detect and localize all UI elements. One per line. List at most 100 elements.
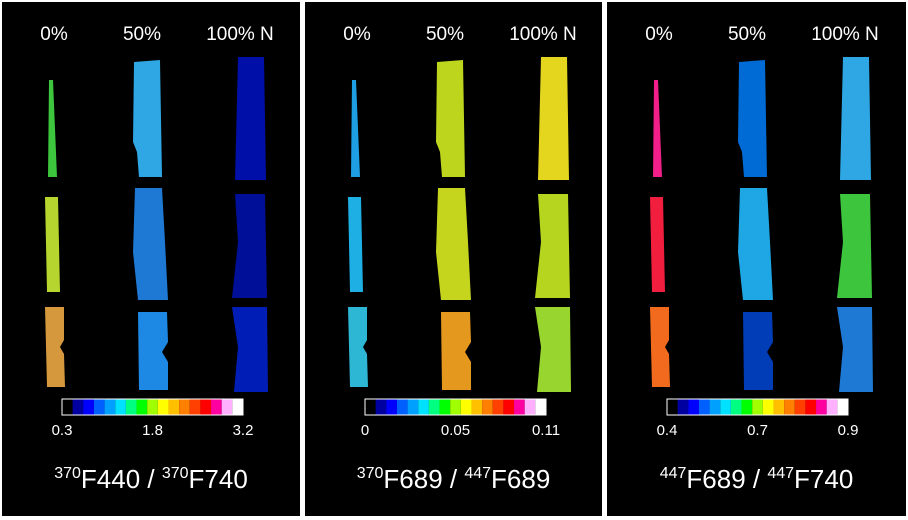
- leaf-image: [348, 197, 363, 292]
- column-label: 50%: [728, 24, 766, 45]
- leaf-image: [837, 194, 872, 298]
- title-superscript: 447: [660, 465, 687, 482]
- colorbar-swatch: [365, 399, 376, 415]
- colorbar-frame: [61, 398, 244, 416]
- colorbar-swatch: [752, 399, 763, 415]
- leaf-image: [650, 197, 665, 292]
- colorbar-swatch: [773, 399, 785, 415]
- colorbar-swatch: [720, 399, 731, 415]
- colorbar-swatch: [503, 399, 515, 415]
- colorbar-swatch: [816, 399, 827, 415]
- leaf-image: [351, 80, 360, 177]
- colorbar-swatch: [125, 399, 137, 415]
- title-text: F740: [794, 464, 853, 494]
- colorbar-tick-label: 0.4: [657, 422, 678, 439]
- colorbar-swatch: [83, 399, 94, 415]
- colorbar-swatch: [471, 399, 483, 415]
- panel: 0% 50% 100% N 0 0.05 0.11 370F689 / 447F689: [305, 2, 602, 516]
- leaf-image: [348, 307, 368, 387]
- colorbar-swatch: [730, 399, 742, 415]
- colorbar-tick-label: 0.3: [52, 422, 73, 439]
- title-text: F689: [491, 464, 550, 494]
- colorbar-swatch: [211, 399, 222, 415]
- colorbar-swatch: [667, 399, 678, 415]
- colorbar-swatch: [805, 399, 817, 415]
- column-label: 0%: [343, 24, 371, 45]
- colorbar-swatch: [418, 399, 429, 415]
- leaf-image: [535, 307, 571, 392]
- colorbar-swatch: [688, 399, 699, 415]
- leaf-image: [738, 60, 767, 177]
- colorbar-swatch: [837, 399, 848, 415]
- colorbar-swatch: [450, 399, 461, 415]
- colorbar-swatch: [482, 399, 493, 415]
- colorbar-swatch: [104, 399, 116, 415]
- colorbar-swatch: [492, 399, 504, 415]
- leaf-image: [535, 194, 570, 298]
- colorbar-swatch: [375, 399, 387, 415]
- colorbar-swatch: [709, 399, 721, 415]
- column-label: 100% N: [206, 24, 274, 45]
- colorbar-swatch: [93, 399, 105, 415]
- colorbar-swatch: [439, 399, 451, 415]
- colorbar-swatch: [179, 399, 190, 415]
- leaf-image: [232, 307, 268, 392]
- colorbar-tick-label: 0.05: [441, 422, 470, 439]
- column-label: 0%: [645, 24, 673, 45]
- colorbar-tick-label: 0.11: [532, 422, 560, 439]
- column-label: 0%: [40, 24, 68, 45]
- colorbar-frame: [364, 398, 547, 416]
- colorbar-swatch: [189, 399, 201, 415]
- leaf-image: [436, 60, 465, 177]
- leaf-image: [45, 307, 65, 387]
- leaf-image: [837, 307, 873, 392]
- title-superscript: 370: [357, 465, 384, 482]
- column-label: 50%: [123, 24, 161, 45]
- colorbar-swatch: [535, 399, 546, 415]
- colorbar-swatch: [396, 399, 408, 415]
- colorbar-swatch: [200, 399, 212, 415]
- panel-title: 447F689 / 447F740: [660, 464, 854, 494]
- colorbar-tick-label: 1.8: [142, 422, 163, 439]
- leaf-image: [436, 188, 471, 300]
- leaf-image: [441, 312, 471, 390]
- colorbar-swatch: [168, 399, 180, 415]
- panel-title: 370F689 / 447F689: [357, 464, 551, 494]
- leaf-image: [653, 80, 662, 177]
- leaf-image: [235, 57, 266, 180]
- title-text: F689 /: [383, 464, 464, 494]
- colorbar-swatch: [762, 399, 774, 415]
- leaf-image: [743, 312, 773, 390]
- colorbar-swatch: [428, 399, 440, 415]
- title-superscript: 447: [464, 465, 491, 482]
- colorbar-tick-label: 0: [361, 422, 369, 439]
- colorbar-swatch: [794, 399, 806, 415]
- colorbar-swatch: [62, 399, 73, 415]
- colorbar-swatch: [232, 399, 243, 415]
- panel-title: 370F440 / 370F740: [54, 464, 248, 494]
- leaf-image: [133, 60, 162, 177]
- colorbar-frame: [666, 398, 849, 416]
- colorbar-swatch: [741, 399, 753, 415]
- title-text: F689 /: [686, 464, 767, 494]
- title-superscript: 447: [767, 465, 794, 482]
- leaf-image: [48, 80, 57, 177]
- colorbar-swatch: [407, 399, 419, 415]
- title-text: F740: [189, 464, 248, 494]
- colorbar-swatch: [524, 399, 536, 415]
- title-superscript: 370: [54, 465, 81, 482]
- leaf-image: [133, 188, 168, 300]
- colorbar-swatch: [677, 399, 689, 415]
- colorbar-swatch: [147, 399, 158, 415]
- leaf-image: [650, 307, 670, 387]
- leaf-image: [840, 57, 871, 180]
- colorbar-tick-label: 0.7: [747, 422, 768, 439]
- colorbar-swatch: [157, 399, 169, 415]
- leaf-image: [45, 197, 60, 292]
- colorbar-swatch: [136, 399, 148, 415]
- colorbar-swatch: [460, 399, 472, 415]
- colorbar-swatch: [72, 399, 84, 415]
